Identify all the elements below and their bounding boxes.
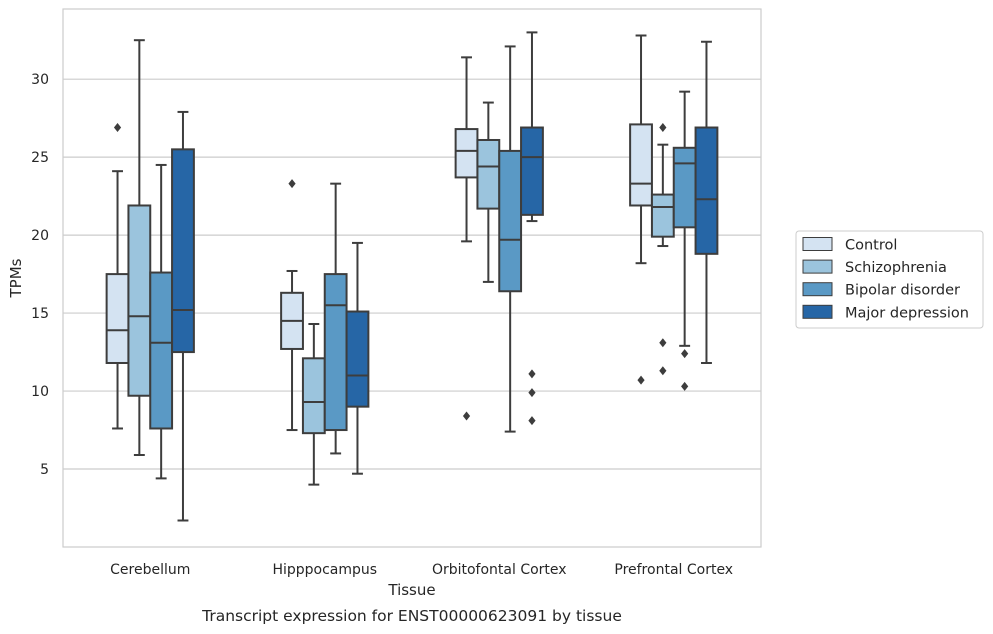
box-body [672, 146, 697, 229]
y-axis-ticks: 5 10 15 20 25 30 [31, 72, 49, 478]
series-bipolar-disorder [149, 45, 697, 480]
outlier-point [528, 416, 536, 426]
box [650, 123, 675, 376]
legend-label: Control [845, 238, 897, 254]
box [672, 90, 697, 391]
box [127, 39, 152, 456]
outlier-point [681, 381, 689, 391]
chart-caption: Transcript expression for ENST0000062309… [201, 607, 622, 625]
box [171, 110, 195, 522]
box [280, 179, 304, 432]
legend-swatch [802, 282, 833, 297]
box [105, 123, 130, 430]
y-tick-label: 25 [31, 150, 49, 166]
box-body [520, 126, 544, 216]
x-tick-label: Prefrontal Cortex [614, 562, 733, 578]
y-tick-label: 15 [31, 306, 49, 322]
box-body [171, 148, 195, 354]
legend-swatch [802, 304, 833, 319]
box-body [650, 193, 675, 238]
outlier-point [659, 123, 667, 133]
legend: Control Schizophrenia Bipolar disorder Majo… [795, 230, 984, 329]
box-body [629, 123, 653, 207]
box [345, 241, 370, 475]
box [498, 45, 523, 433]
x-tick-label: Orbitofontal Cortex [432, 562, 567, 578]
box-body [323, 273, 348, 432]
y-axis-label: TPMs [7, 258, 25, 298]
box-body [301, 357, 326, 435]
x-tick-label: Cerebellum [110, 562, 190, 578]
box-body [694, 126, 719, 255]
outlier-point [528, 388, 536, 398]
box-body [498, 149, 523, 293]
y-tick-label: 20 [31, 228, 49, 244]
legend-swatch [802, 237, 833, 251]
outlier-point [462, 411, 471, 421]
box [454, 56, 479, 421]
y-tick-label: 30 [31, 72, 49, 88]
box-body [105, 273, 130, 364]
box [694, 40, 719, 364]
y-tick-label: 10 [31, 384, 49, 400]
box-body [127, 204, 152, 397]
legend-label: Bipolar disorder [845, 283, 960, 299]
outlier-point [113, 123, 122, 133]
box-body [454, 128, 479, 179]
outlier-point [288, 179, 296, 189]
box-body [149, 271, 174, 430]
x-axis-label: Tissue [387, 581, 435, 599]
outlier-point [637, 375, 645, 385]
box [323, 182, 348, 455]
outlier-point [681, 349, 689, 359]
legend-label: Schizophrenia [845, 260, 947, 276]
x-tick-label: Hipppocampus [272, 562, 377, 578]
box [520, 31, 544, 426]
outlier-point [659, 338, 667, 348]
legend-frame [795, 230, 984, 329]
legend-item: Major depression [802, 304, 969, 321]
legend-swatch [802, 259, 833, 274]
series-schizophrenia [127, 39, 675, 486]
box [629, 34, 653, 385]
legend-item: Schizophrenia [802, 259, 947, 276]
box-body [345, 310, 370, 408]
x-axis-ticks: Cerebellum Hipppocampus Orbitofontal Corte… [110, 562, 733, 578]
box [149, 163, 174, 480]
box [476, 101, 501, 283]
outlier-point [659, 366, 667, 376]
series-major-depression [171, 31, 719, 522]
plot-frame [62, 8, 762, 548]
legend-item: Bipolar disorder [802, 282, 960, 299]
box [301, 323, 326, 486]
y-tick-label: 5 [40, 462, 49, 478]
box-series [105, 31, 719, 522]
legend-item: Control [802, 237, 897, 254]
box-body [476, 138, 501, 210]
outlier-point [528, 369, 536, 379]
legend-label: Major depression [845, 305, 969, 321]
